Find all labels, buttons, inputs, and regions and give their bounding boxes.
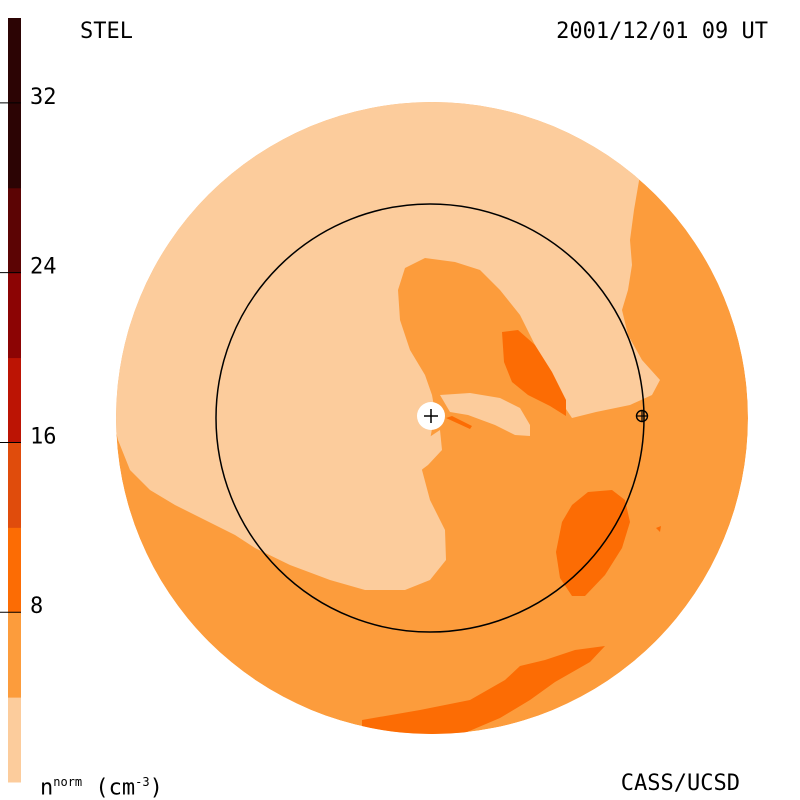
medium-density-region-lower bbox=[362, 646, 605, 734]
unit-rest: (cm bbox=[82, 775, 136, 800]
colorbar bbox=[8, 18, 21, 783]
colorbar-segment-5 bbox=[8, 272, 21, 359]
colorbar-segment-0 bbox=[8, 697, 21, 783]
credit-label: CASS/UCSD bbox=[620, 771, 740, 796]
unit-close: ) bbox=[149, 775, 163, 800]
colorbar-unit-label: nnorm (cm-3) bbox=[40, 770, 163, 800]
colorbar-segment-6 bbox=[8, 187, 21, 274]
earth-orbit-circle bbox=[215, 203, 645, 633]
unit-base: n bbox=[40, 775, 54, 800]
colorbar-segment-4 bbox=[8, 357, 21, 443]
low-density-strip bbox=[440, 393, 530, 436]
colorbar-ticks: 8 16 24 32 bbox=[0, 85, 57, 619]
medium-density-region-right bbox=[556, 490, 630, 596]
earth-marker bbox=[635, 409, 649, 423]
instrument-label: STEL bbox=[80, 19, 133, 44]
colorbar-segment-2 bbox=[8, 527, 21, 613]
timestamp-label: 2001/12/01 09 UT bbox=[556, 19, 768, 44]
sun-marker bbox=[417, 402, 445, 430]
medium-density-streak bbox=[446, 416, 472, 429]
colorbar-tick-label-8: 8 bbox=[30, 594, 43, 619]
colorbar-segment-1 bbox=[8, 612, 21, 698]
colorbar-tick-label-24: 24 bbox=[30, 255, 57, 280]
colorbar-segment-3 bbox=[8, 442, 21, 528]
unit-superscript: norm bbox=[53, 775, 83, 789]
colorbar-tick-label-32: 32 bbox=[30, 85, 57, 110]
medium-density-region-upper bbox=[502, 330, 566, 416]
low-density-region bbox=[116, 102, 660, 590]
low-density-spur bbox=[408, 430, 442, 480]
medium-density-dot bbox=[656, 526, 661, 532]
colorbar-tick-label-16: 16 bbox=[30, 424, 57, 449]
unit-exponent: -3 bbox=[135, 775, 150, 789]
